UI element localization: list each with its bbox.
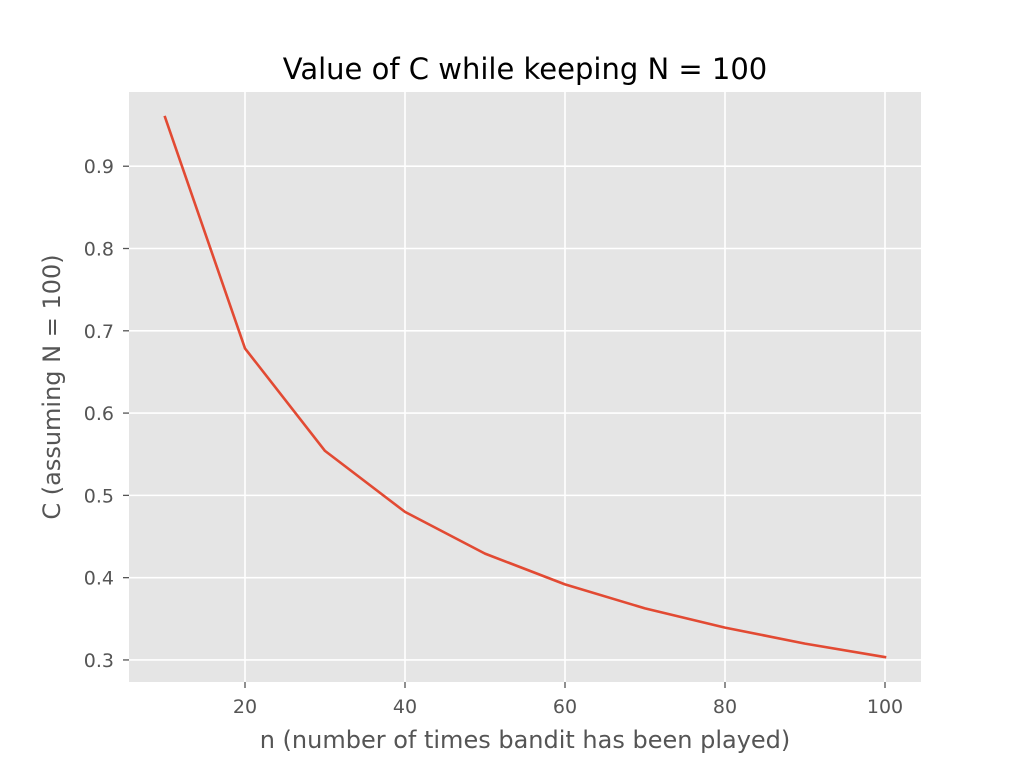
x-ticks: 20 40 60 80 100 <box>233 682 903 718</box>
series-layer <box>163 115 887 659</box>
x-tick-label: 40 <box>393 696 417 718</box>
y-tick-label: 0.5 <box>84 485 114 507</box>
y-axis-label: C (assuming N = 100) <box>38 254 66 519</box>
chart-title: Value of C while keeping N = 100 <box>283 52 767 86</box>
series-line-0 <box>163 115 887 659</box>
y-ticks: 0.3 0.4 0.5 0.6 0.7 0.8 0.9 <box>84 156 129 672</box>
y-tick-label: 0.9 <box>84 156 114 178</box>
x-tick-label: 20 <box>233 696 257 718</box>
y-tick-label: 0.6 <box>84 403 114 425</box>
y-tick-label: 0.4 <box>84 568 114 590</box>
y-tick-label: 0.3 <box>84 650 114 672</box>
grid-lines <box>129 92 921 682</box>
y-tick-label: 0.8 <box>84 239 114 261</box>
y-tick-label: 0.7 <box>84 321 114 343</box>
x-tick-label: 80 <box>713 696 737 718</box>
x-axis-label: n (number of times bandit has been playe… <box>260 726 791 754</box>
x-tick-label: 60 <box>553 696 577 718</box>
x-tick-label: 100 <box>867 696 903 718</box>
plot-background <box>129 92 921 682</box>
